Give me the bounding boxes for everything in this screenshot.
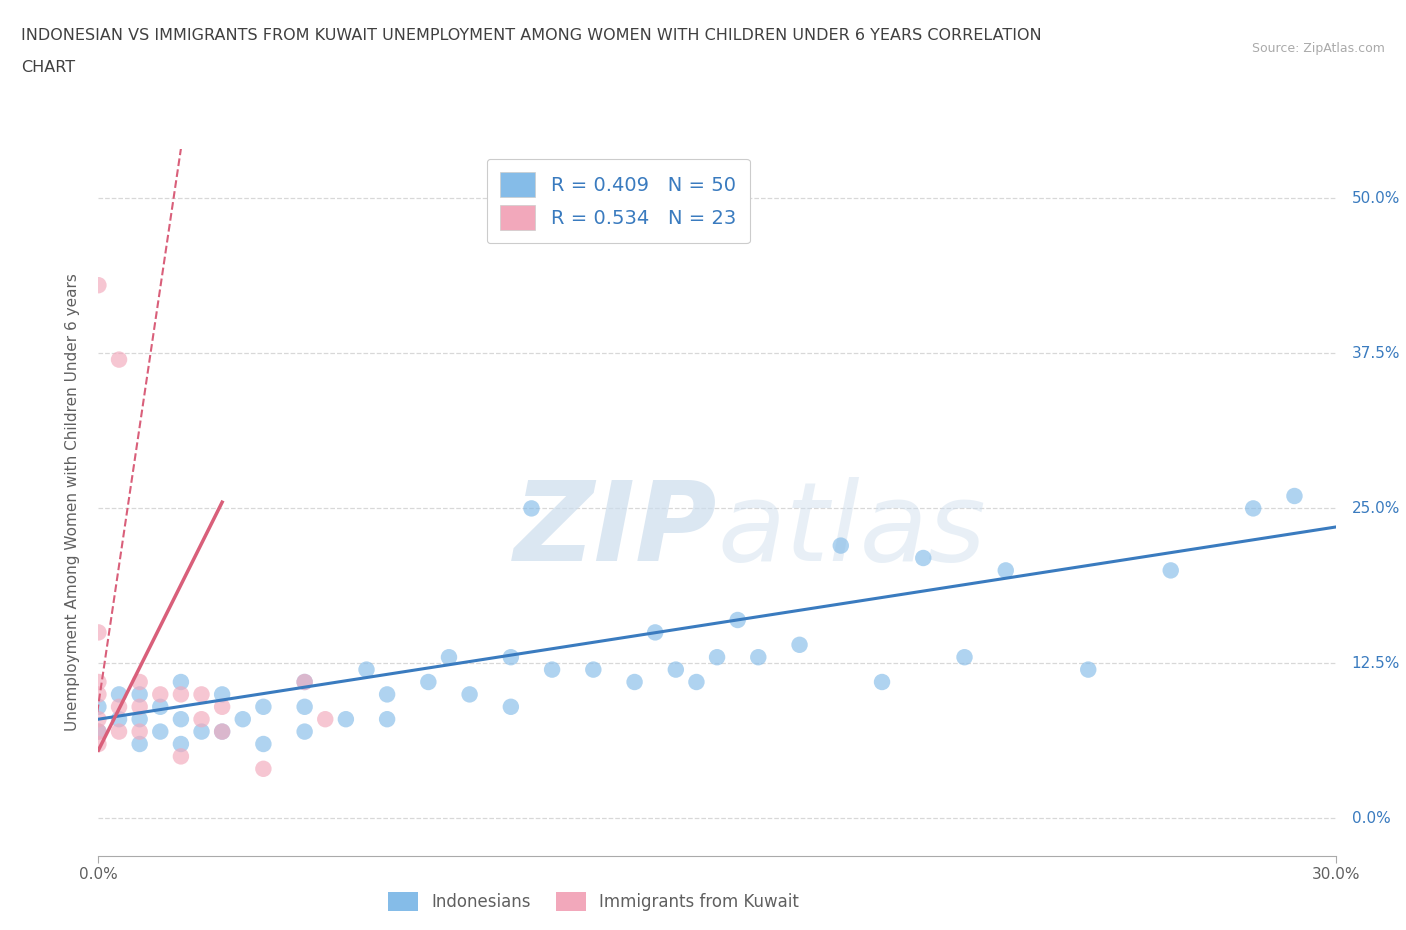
Point [170,749,193,764]
Point [685,674,707,689]
Point [252,699,274,714]
Point [87,711,110,726]
Text: 25.0%: 25.0% [1351,501,1400,516]
Point [294,674,316,689]
Point [747,650,769,665]
Point [87,674,110,689]
Point [108,699,131,714]
Point [1077,662,1099,677]
Point [170,687,193,702]
Point [190,711,212,726]
Point [437,650,460,665]
Text: Source: ZipAtlas.com: Source: ZipAtlas.com [1251,42,1385,55]
Point [87,724,110,739]
Point [128,724,150,739]
Point [499,650,522,665]
Point [665,662,688,677]
Point [314,711,336,726]
Point [211,724,233,739]
Point [87,687,110,702]
Point [623,674,645,689]
Text: 50.0%: 50.0% [1351,191,1400,206]
Point [170,711,193,726]
Point [499,699,522,714]
Point [294,674,316,689]
Point [294,724,316,739]
Point [458,687,481,702]
Point [520,501,543,516]
Point [994,563,1017,578]
Y-axis label: Unemployment Among Women with Children Under 6 years: Unemployment Among Women with Children U… [65,273,80,731]
Point [870,674,893,689]
Point [108,711,131,726]
Point [170,674,193,689]
Point [335,711,357,726]
Point [644,625,666,640]
Point [108,352,131,367]
Point [170,737,193,751]
Point [830,538,852,553]
Point [953,650,976,665]
Point [87,724,110,739]
Point [232,711,254,726]
Point [190,724,212,739]
Text: atlas: atlas [717,477,986,584]
Point [375,711,398,726]
Text: CHART: CHART [21,60,75,75]
Text: 12.5%: 12.5% [1351,656,1400,671]
Point [149,724,172,739]
Point [87,278,110,293]
Point [108,724,131,739]
Point [87,625,110,640]
Point [149,699,172,714]
Point [128,737,150,751]
Point [706,650,728,665]
Text: 0.0%: 0.0% [1351,811,1391,826]
Point [149,687,172,702]
Point [211,687,233,702]
Point [541,662,564,677]
Point [789,637,811,652]
Point [87,737,110,751]
Point [128,674,150,689]
Point [912,551,935,565]
Text: ZIP: ZIP [513,477,717,584]
Point [1241,501,1264,516]
Point [128,687,150,702]
Text: INDONESIAN VS IMMIGRANTS FROM KUWAIT UNEMPLOYMENT AMONG WOMEN WITH CHILDREN UNDE: INDONESIAN VS IMMIGRANTS FROM KUWAIT UNE… [21,28,1042,43]
Point [190,687,212,702]
Point [418,674,440,689]
Point [727,613,749,628]
Point [211,699,233,714]
Point [375,687,398,702]
Point [128,711,150,726]
Point [252,737,274,751]
Point [582,662,605,677]
Point [87,699,110,714]
Point [211,724,233,739]
Point [252,762,274,777]
Point [1284,488,1306,503]
Point [356,662,378,677]
Point [294,699,316,714]
Legend: Indonesians, Immigrants from Kuwait: Indonesians, Immigrants from Kuwait [381,885,806,918]
Point [128,699,150,714]
Text: 37.5%: 37.5% [1351,346,1400,361]
Point [108,687,131,702]
Point [1160,563,1182,578]
